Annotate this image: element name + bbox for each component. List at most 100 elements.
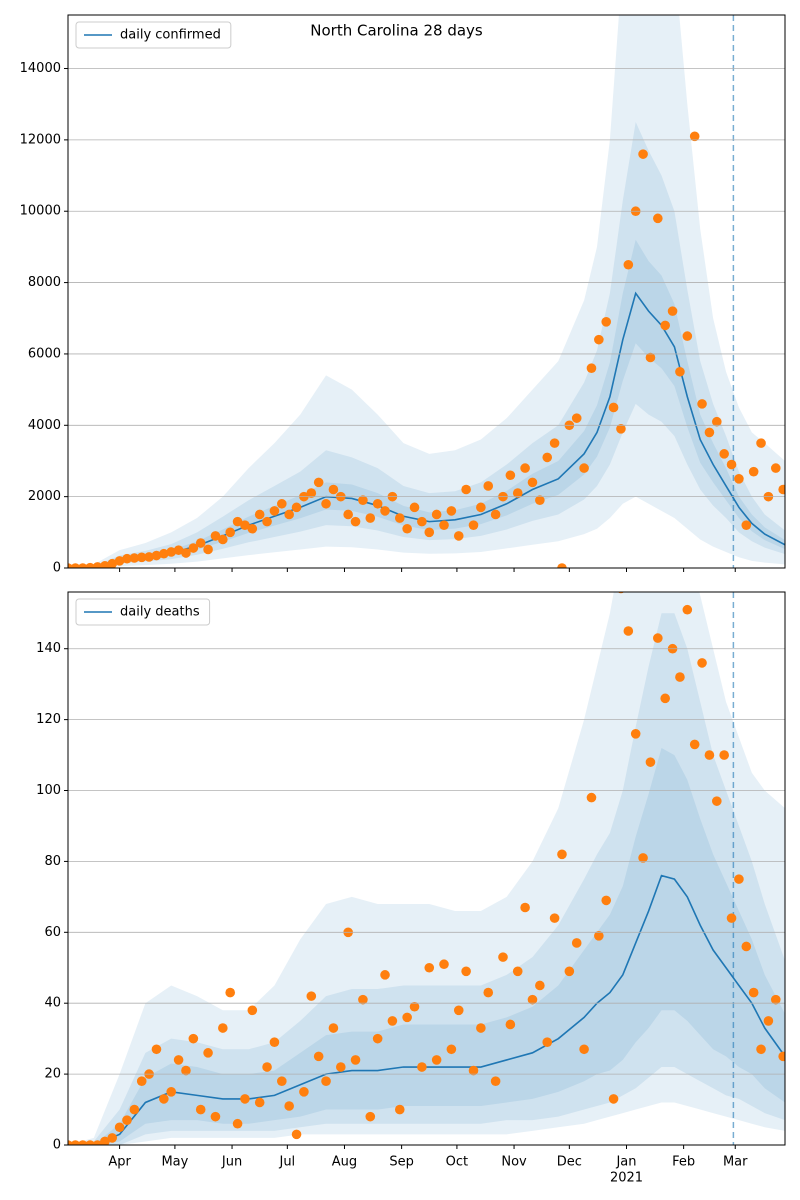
data-point <box>77 563 88 568</box>
data-point <box>734 874 744 884</box>
data-point <box>653 213 663 224</box>
x-year-label: 2021 <box>610 1171 643 1186</box>
y-tick-label: 60 <box>44 925 61 940</box>
data-point <box>726 913 737 923</box>
data-point <box>476 1023 486 1033</box>
data-point <box>439 520 449 530</box>
y-tick-label: 4000 <box>28 418 61 433</box>
data-point <box>159 1094 169 1104</box>
data-point <box>712 416 722 427</box>
data-point <box>284 509 294 520</box>
data-point <box>70 563 81 568</box>
data-point <box>660 693 670 704</box>
data-point <box>372 1033 383 1044</box>
data-point <box>394 513 405 523</box>
data-point <box>586 792 597 803</box>
plot-area <box>68 592 785 1145</box>
x-tick-label: Apr <box>108 1155 131 1170</box>
data-point <box>136 1076 147 1086</box>
data-point <box>549 438 560 448</box>
data-point <box>756 1044 766 1055</box>
data-point <box>321 498 331 509</box>
y-tick-label: 6000 <box>28 346 61 361</box>
data-point <box>512 966 523 977</box>
data-point <box>181 548 191 558</box>
data-point <box>402 523 412 534</box>
data-point <box>335 1062 346 1072</box>
data-point <box>306 991 317 1001</box>
data-point <box>409 502 420 513</box>
y-tick-label: 140 <box>36 641 61 656</box>
data-point <box>704 750 715 760</box>
data-point <box>232 1118 243 1129</box>
data-point <box>431 1055 442 1065</box>
data-point <box>763 1016 774 1026</box>
data-point <box>365 1111 376 1122</box>
data-point <box>210 531 221 541</box>
data-point <box>218 1023 228 1033</box>
data-point <box>313 1051 324 1062</box>
data-point <box>439 959 449 970</box>
data-point <box>254 509 265 520</box>
data-point <box>490 509 501 520</box>
data-point <box>188 543 199 553</box>
data-point <box>181 1065 191 1076</box>
data-point <box>594 931 604 941</box>
data-point <box>476 502 486 513</box>
data-point <box>623 259 634 270</box>
data-point <box>446 1044 457 1055</box>
data-point <box>269 506 280 516</box>
credible-band <box>68 613 785 1145</box>
data-point <box>770 994 781 1005</box>
data-point <box>107 558 118 568</box>
data-point <box>601 317 612 327</box>
data-point <box>638 853 648 863</box>
data-point <box>542 1037 553 1047</box>
data-point <box>254 1097 265 1108</box>
y-tick-label: 8000 <box>28 275 61 290</box>
data-point <box>232 516 243 527</box>
data-point <box>85 562 95 568</box>
data-point <box>704 427 715 438</box>
data-point <box>409 1001 420 1012</box>
data-point <box>203 1048 213 1058</box>
data-point <box>299 1087 309 1097</box>
data-point <box>262 516 272 527</box>
data-point <box>195 1104 206 1115</box>
data-point <box>247 523 258 534</box>
data-point <box>734 474 744 484</box>
data-point <box>136 552 147 563</box>
data-point <box>608 402 619 413</box>
data-point <box>520 902 530 913</box>
data-point <box>483 481 494 491</box>
legend-box <box>75 21 232 49</box>
legend-label: daily confirmed <box>120 28 221 43</box>
data-point <box>542 452 553 463</box>
data-point <box>726 459 737 470</box>
data-point <box>756 438 766 448</box>
data-point <box>372 498 383 509</box>
data-point <box>653 633 663 643</box>
data-point <box>770 463 781 473</box>
data-point <box>380 970 390 980</box>
y-tick-label: 2000 <box>28 489 61 504</box>
series-line <box>68 874 785 1145</box>
data-point <box>719 449 729 459</box>
credible-band <box>68 122 785 568</box>
credible-band <box>68 592 785 1145</box>
data-point <box>350 1055 361 1065</box>
y-tick-label: 120 <box>36 712 61 727</box>
data-point <box>527 994 538 1005</box>
data-point <box>571 938 582 948</box>
data-point <box>358 495 368 506</box>
data-point <box>675 672 685 682</box>
data-point <box>571 413 582 423</box>
x-tick-label: May <box>161 1155 188 1170</box>
data-point <box>240 520 250 530</box>
data-point <box>107 1133 118 1143</box>
data-point <box>210 1111 221 1122</box>
data-point <box>144 552 154 562</box>
data-point <box>748 987 759 998</box>
axes-frame <box>67 591 786 1146</box>
data-point <box>616 424 626 434</box>
